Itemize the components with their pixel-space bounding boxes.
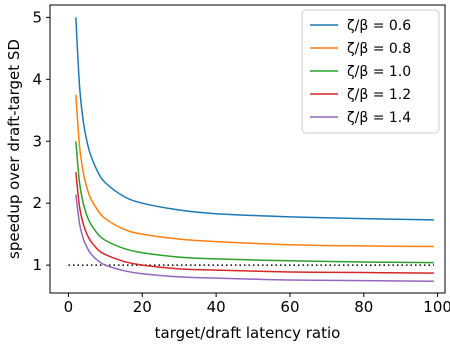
legend-label: ζ/β = 1.0 — [347, 64, 411, 80]
series-line-1 — [75, 17, 434, 221]
y-tick-label: 2 — [32, 194, 42, 212]
y-tick-label: 3 — [32, 132, 42, 150]
series-line-2 — [75, 94, 434, 248]
y-tick-label: 1 — [32, 256, 42, 274]
x-tick-label: 0 — [64, 298, 74, 316]
x-tick-label: 100 — [423, 298, 450, 316]
axes-frame — [49, 4, 446, 294]
y-tick-label: 5 — [32, 8, 42, 26]
legend-label: ζ/β = 0.8 — [347, 41, 411, 57]
x-tick-label: 60 — [280, 298, 299, 316]
legend-label: ζ/β = 1.4 — [347, 110, 411, 126]
x-tick-label: 40 — [207, 298, 226, 316]
legend-box — [301, 9, 440, 134]
y-axis: 1 2 3 4 5 — [32, 8, 50, 274]
y-tick-label: 4 — [32, 70, 42, 88]
series-line-4 — [75, 172, 434, 274]
legend: ζ/β = 0.6 ζ/β = 0.8 ζ/β = 1.0 ζ/β = 1.2 ζ/β … — [301, 9, 440, 134]
x-tick-label: 20 — [133, 298, 152, 316]
series-line-3 — [75, 141, 434, 264]
x-axis: 0 20 40 60 80 100 — [64, 293, 450, 316]
legend-label: ζ/β = 0.6 — [347, 18, 411, 34]
x-tick-label: 80 — [354, 298, 373, 316]
legend-label: ζ/β = 1.2 — [347, 87, 411, 103]
x-axis-label: target/draft latency ratio — [155, 324, 341, 342]
y-axis-label: speedup over draft-target SD — [5, 39, 23, 259]
plot-area — [68, 17, 434, 282]
series-line-5 — [75, 194, 434, 282]
